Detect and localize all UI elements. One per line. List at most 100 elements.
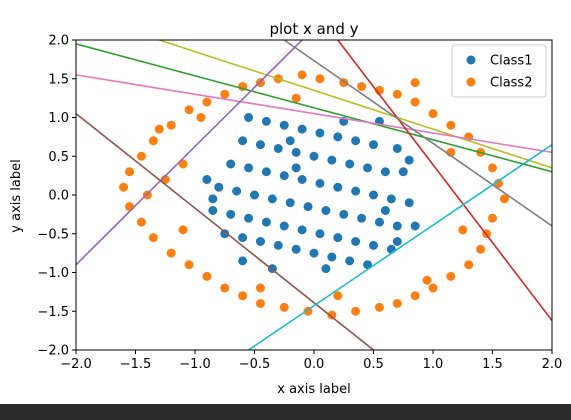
- x-tick-label: −2.0: [60, 357, 92, 372]
- class1-point: [404, 155, 414, 165]
- class2-point: [488, 163, 497, 173]
- class1-point: [386, 194, 396, 204]
- x-tick-label: 1.0: [423, 357, 444, 372]
- class1-point: [238, 233, 248, 243]
- class2-point: [493, 178, 503, 188]
- class2-point: [255, 283, 265, 293]
- class2-point: [178, 225, 188, 235]
- class2-point: [220, 283, 230, 293]
- boundary-line-7: [283, 40, 552, 227]
- y-tick-label: 1.0: [48, 111, 69, 126]
- class1-point: [279, 171, 289, 181]
- class1-point: [363, 163, 373, 173]
- class1-point: [309, 248, 319, 258]
- class1-point: [345, 159, 355, 169]
- class2-point: [410, 291, 420, 301]
- class2-point: [166, 248, 176, 258]
- class1-point: [309, 151, 319, 161]
- class1-point: [398, 167, 408, 177]
- class2-point: [488, 213, 497, 223]
- y-tick-label: −0.5: [37, 227, 69, 242]
- boundary-line-2: [159, 40, 552, 169]
- class2-point: [255, 78, 265, 88]
- class2-point: [446, 120, 456, 130]
- class2-point: [476, 244, 486, 254]
- legend-label-class2: Class2: [490, 76, 532, 91]
- class1-point: [273, 144, 283, 153]
- x-axis-ticks: −2.0 −1.5 −1.0 −0.5 0.0 0.5 1.0 1.5 2.0: [60, 350, 562, 372]
- class1-point: [392, 237, 402, 246]
- class2-point: [315, 74, 325, 84]
- class1-point: [214, 182, 224, 192]
- y-axis-label: y axis label: [9, 159, 24, 232]
- class1-point: [369, 190, 378, 200]
- class2-point: [154, 124, 164, 134]
- class1-point: [297, 124, 307, 134]
- class1-point: [321, 206, 331, 215]
- class1-point: [238, 136, 248, 146]
- y-tick-label: 1.5: [48, 72, 69, 87]
- class1-point: [321, 264, 331, 274]
- class1-point: [244, 163, 254, 173]
- class2-point: [428, 109, 438, 119]
- plot-area: [76, 40, 552, 350]
- class1-point: [291, 147, 301, 157]
- class1-point: [291, 163, 301, 173]
- y-tick-label: 2.0: [48, 34, 69, 49]
- class1-point: [333, 182, 343, 192]
- class2-point: [297, 70, 307, 80]
- class1-point: [291, 244, 301, 254]
- class2-point: [238, 291, 248, 301]
- x-tick-label: −0.5: [239, 357, 271, 372]
- class1-point: [297, 175, 307, 184]
- class2-point: [279, 302, 289, 312]
- class2-point: [392, 299, 402, 308]
- class1-point: [202, 175, 212, 184]
- class2-point: [291, 93, 301, 103]
- class2-point: [136, 217, 146, 227]
- class1-point: [303, 202, 313, 212]
- class2-point: [327, 310, 337, 320]
- axes-frame: [75, 39, 553, 351]
- x-tick-label: 2.0: [542, 357, 563, 372]
- y-tick-label: 0.0: [48, 189, 69, 204]
- class2-point: [202, 271, 212, 281]
- class1-point: [208, 194, 218, 204]
- class2-point: [392, 89, 402, 99]
- class1-point: [315, 178, 325, 188]
- class2-point: [446, 271, 456, 281]
- y-tick-label: −1.5: [37, 305, 69, 320]
- class1-point: [380, 167, 390, 177]
- class1-point: [208, 206, 218, 215]
- scatter-plot: plot x and y −2.0 −1.5 −1.0 −0.5 0.0 0.5 1.0 1.…: [9, 20, 562, 397]
- class1-point: [351, 237, 361, 246]
- class1-point: [410, 221, 420, 231]
- class1-point: [392, 144, 402, 153]
- boundary-line-6: [337, 40, 552, 322]
- legend-box: [451, 44, 547, 98]
- class1-point: [279, 221, 289, 231]
- class2-point: [125, 202, 135, 212]
- class2-point: [458, 225, 468, 235]
- class1-point: [380, 206, 390, 215]
- bottom-bar: [0, 404, 571, 420]
- class2-point: [255, 299, 265, 308]
- legend-marker-class2: [466, 77, 476, 87]
- class1-point: [339, 209, 349, 219]
- y-axis-ticks: 2.0 1.5 1.0 0.5 0.0 −0.5 −1.0 −1.5 −2.0: [37, 34, 76, 359]
- class2-point: [202, 97, 212, 107]
- class1-point: [244, 213, 254, 223]
- x-tick-label: 0.5: [363, 357, 384, 372]
- class1-point: [374, 217, 384, 227]
- class1-point: [250, 190, 259, 200]
- class1-point: [297, 225, 307, 235]
- class1-point: [232, 186, 242, 196]
- class1-point: [220, 229, 230, 239]
- class2-point: [119, 182, 129, 192]
- boundary-line-4: [76, 40, 303, 266]
- class2-point: [136, 151, 146, 161]
- class1-point: [351, 136, 361, 146]
- x-tick-label: −1.5: [120, 357, 152, 372]
- class1-point: [238, 256, 248, 266]
